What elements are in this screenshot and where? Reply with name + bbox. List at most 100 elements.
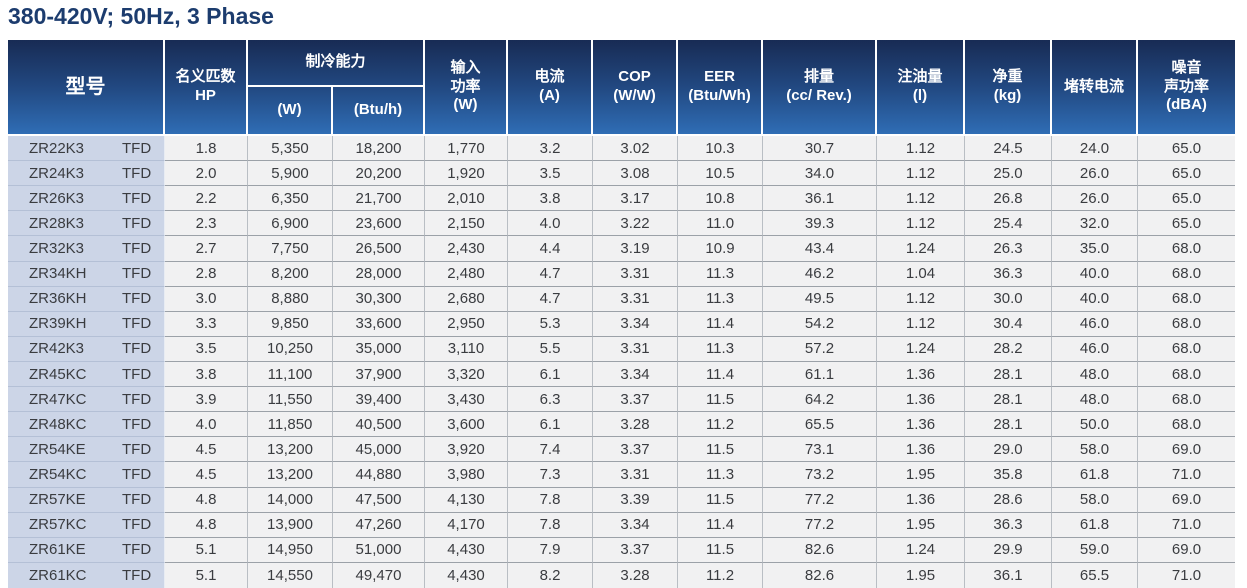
- cell-input_power_w: 4,430: [425, 537, 508, 563]
- cell-sound_power_dba: 68.0: [1138, 236, 1235, 262]
- cell-sound_power_dba: 65.0: [1138, 186, 1235, 212]
- header-current: 电流 (A): [508, 40, 593, 134]
- header-displacement: 排量 (cc/ Rev.): [763, 40, 877, 134]
- cell-current_a: 6.3: [508, 387, 593, 413]
- cell-cooling_w: 7,750: [248, 236, 333, 262]
- header-nominal-hp: 名义匹数 HP: [165, 40, 248, 134]
- cell-cooling_w: 11,850: [248, 412, 333, 438]
- cell-current_a: 3.5: [508, 161, 593, 187]
- cell-locked_rotor_current: 26.0: [1052, 161, 1138, 187]
- cell-oil_charge_l: 1.36: [877, 437, 965, 463]
- cell-displacement_cc_rev: 54.2: [763, 311, 877, 337]
- cell-locked_rotor_current: 61.8: [1052, 512, 1138, 538]
- cell-oil_charge_l: 1.36: [877, 387, 965, 413]
- model-phase: TFD: [122, 239, 152, 257]
- cell-cooling_btuh: 30,300: [333, 286, 425, 312]
- cell-displacement_cc_rev: 73.1: [763, 437, 877, 463]
- cell-locked_rotor_current: 50.0: [1052, 412, 1138, 438]
- cell-oil_charge_l: 1.04: [877, 261, 965, 287]
- table-row: ZR32K3 TFD 2.7 7,750 26,500 2,430 4.4 3.19 10.9 4…: [8, 236, 1235, 262]
- cell-displacement_cc_rev: 82.6: [763, 537, 877, 563]
- cell-cooling_btuh: 35,000: [333, 336, 425, 362]
- table-row: ZR47KC TFD 3.9 11,550 39,400 3,430 6.3 3.37 11.5…: [8, 387, 1235, 413]
- cell-cooling_btuh: 37,900: [333, 361, 425, 388]
- cell-eer_btuwh: 11.4: [678, 311, 763, 337]
- table-row: ZR48KC TFD 4.0 11,850 40,500 3,600 6.1 3.28 11.2…: [8, 412, 1235, 438]
- cell-current_a: 5.3: [508, 311, 593, 337]
- cell-model: ZR36KH TFD: [8, 286, 165, 312]
- model-phase: TFD: [122, 189, 152, 207]
- compressor-spec-table: 型号 名义匹数 HP 制冷能力 (W) (Btu/h) 输入 功率 (W) 电流…: [8, 40, 1235, 588]
- cell-cooling_btuh: 47,260: [333, 512, 425, 538]
- cell-eer_btuwh: 11.5: [678, 437, 763, 463]
- cell-cop_ww: 3.31: [593, 261, 678, 287]
- header-eer: EER (Btu/Wh): [678, 40, 763, 134]
- cell-input_power_w: 3,600: [425, 412, 508, 438]
- cell-cooling_btuh: 33,600: [333, 311, 425, 337]
- cell-model: ZR45KC TFD: [8, 361, 165, 388]
- model-phase: TFD: [122, 440, 152, 458]
- cell-displacement_cc_rev: 46.2: [763, 261, 877, 287]
- model-name: ZR28K3: [29, 214, 85, 232]
- cell-oil_charge_l: 1.95: [877, 562, 965, 588]
- cell-net_weight_kg: 26.8: [965, 186, 1052, 212]
- cell-current_a: 5.5: [508, 336, 593, 362]
- cell-eer_btuwh: 11.5: [678, 387, 763, 413]
- cell-input_power_w: 4,130: [425, 487, 508, 513]
- model-name: ZR34KH: [29, 265, 87, 283]
- cell-eer_btuwh: 11.0: [678, 211, 763, 237]
- model-name: ZR32K3: [29, 239, 85, 257]
- cell-sound_power_dba: 65.0: [1138, 136, 1235, 162]
- model-phase: TFD: [122, 214, 152, 232]
- cell-current_a: 7.8: [508, 512, 593, 538]
- model-phase: TFD: [122, 164, 152, 182]
- cell-oil_charge_l: 1.95: [877, 462, 965, 488]
- cell-cooling_w: 6,350: [248, 186, 333, 212]
- cell-current_a: 6.1: [508, 361, 593, 388]
- cell-cooling_w: 13,200: [248, 462, 333, 488]
- model-name: ZR54KC: [29, 465, 87, 483]
- cell-sound_power_dba: 69.0: [1138, 537, 1235, 563]
- header-cooling-capacity-btuh: (Btu/h): [333, 87, 425, 134]
- model-phase: TFD: [122, 415, 152, 433]
- cell-input_power_w: 3,430: [425, 387, 508, 413]
- cell-hp: 2.0: [165, 161, 248, 187]
- cell-current_a: 7.3: [508, 462, 593, 488]
- cell-cop_ww: 3.34: [593, 311, 678, 337]
- model-name: ZR54KE: [29, 440, 86, 458]
- cell-net_weight_kg: 30.4: [965, 311, 1052, 337]
- cell-hp: 1.8: [165, 136, 248, 162]
- cell-cop_ww: 3.28: [593, 562, 678, 588]
- cell-oil_charge_l: 1.24: [877, 336, 965, 362]
- cell-current_a: 4.7: [508, 286, 593, 312]
- cell-sound_power_dba: 68.0: [1138, 311, 1235, 337]
- cell-hp: 5.1: [165, 537, 248, 563]
- cell-net_weight_kg: 29.0: [965, 437, 1052, 463]
- cell-sound_power_dba: 68.0: [1138, 412, 1235, 438]
- cell-cop_ww: 3.02: [593, 136, 678, 162]
- cell-cooling_w: 13,200: [248, 437, 333, 463]
- cell-hp: 3.8: [165, 361, 248, 388]
- cell-cop_ww: 3.31: [593, 462, 678, 488]
- cell-model: ZR32K3 TFD: [8, 236, 165, 262]
- cell-displacement_cc_rev: 57.2: [763, 336, 877, 362]
- header-cop: COP (W/W): [593, 40, 678, 134]
- cell-eer_btuwh: 11.3: [678, 336, 763, 362]
- cell-hp: 3.0: [165, 286, 248, 312]
- cell-hp: 4.8: [165, 487, 248, 513]
- cell-displacement_cc_rev: 77.2: [763, 512, 877, 538]
- cell-cooling_w: 13,900: [248, 512, 333, 538]
- cell-input_power_w: 4,170: [425, 512, 508, 538]
- cell-oil_charge_l: 1.95: [877, 512, 965, 538]
- cell-hp: 3.9: [165, 387, 248, 413]
- model-name: ZR47KC: [29, 390, 87, 408]
- cell-hp: 4.8: [165, 512, 248, 538]
- header-cooling-capacity-w: (W): [248, 87, 333, 134]
- cell-eer_btuwh: 11.4: [678, 361, 763, 388]
- model-name: ZR61KC: [29, 566, 87, 584]
- cell-sound_power_dba: 65.0: [1138, 211, 1235, 237]
- cell-cooling_w: 10,250: [248, 336, 333, 362]
- cell-oil_charge_l: 1.12: [877, 136, 965, 162]
- cell-model: ZR22K3 TFD: [8, 136, 165, 162]
- cell-model: ZR24K3 TFD: [8, 161, 165, 187]
